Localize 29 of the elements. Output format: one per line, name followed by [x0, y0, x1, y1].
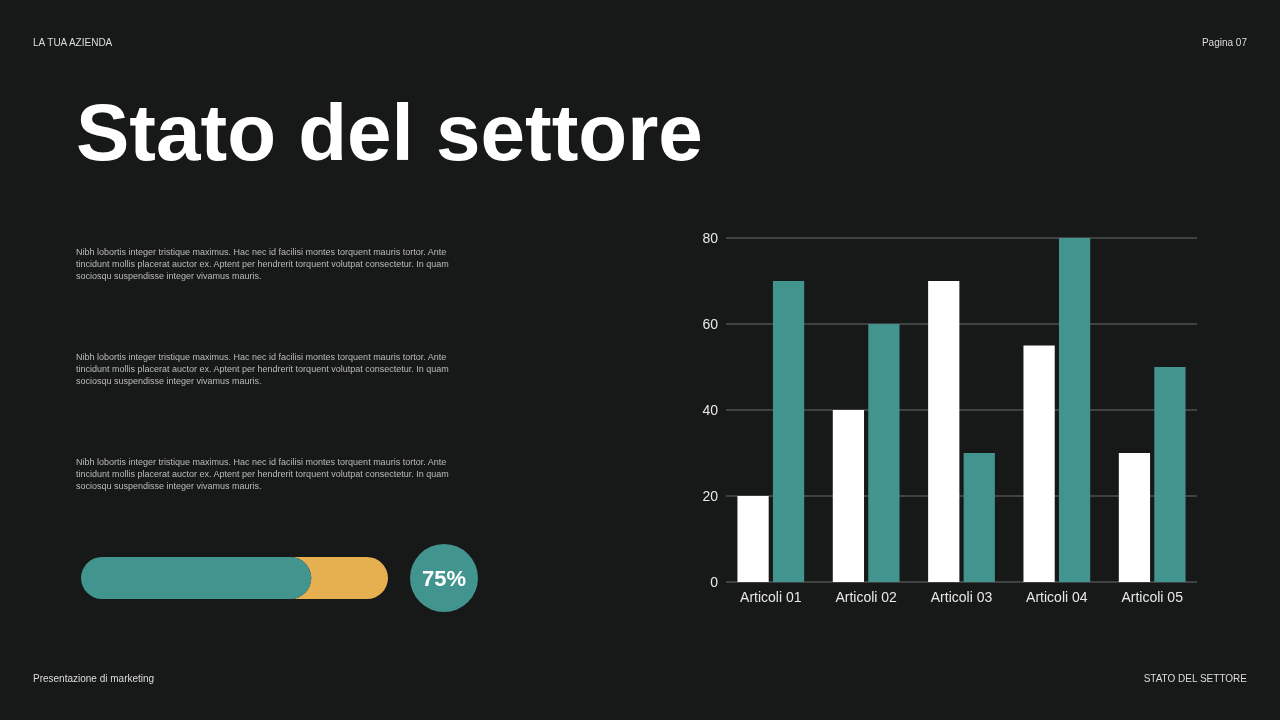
y-tick-label: 40: [702, 402, 719, 418]
y-tick-label: 80: [702, 230, 719, 246]
text: Pagina 07: [1201, 37, 1248, 48]
bar: [1023, 345, 1055, 582]
text: Nibh lobortis integer tristique maximus. Hac nec id facilisi montes torquent mauris tortor. Ante tincidunt mollis placerat auctor ex. Aptent per hendrerit torquent volutpat consectetur. In quam sociosqu suspendisse integer vivamus mauris.: [76, 352, 449, 386]
bar: [737, 496, 769, 582]
text: STATO DEL SETTORE: [1143, 673, 1248, 684]
data-label: 75%: [421, 566, 467, 591]
x-tick-label: Articoli 04: [1026, 589, 1088, 605]
y-tick-label: 0: [710, 574, 719, 590]
x-tick-label: Articoli 02: [835, 589, 898, 605]
text: LA TUA AZIENDA: [33, 37, 113, 48]
bar: [1154, 367, 1186, 582]
text: Nibh lobortis integer tristique maximus. Hac nec id facilisi montes torquent mauris tortor. Ante tincidunt mollis placerat auctor ex. Aptent per hendrerit torquent volutpat consectetur. In quam sociosqu suspendisse integer vivamus mauris.: [76, 247, 449, 281]
chart-title: Stato del settore: [76, 88, 703, 177]
bar: [928, 281, 960, 582]
bar: [1118, 453, 1151, 582]
bar: [868, 324, 900, 582]
x-tick-label: Articoli 05: [1121, 589, 1184, 605]
x-tick-label: Articoli 03: [930, 589, 993, 605]
text: Nibh lobortis integer tristique maximus. Hac nec id facilisi montes torquent mauris tortor. Ante tincidunt mollis placerat auctor ex. Aptent per hendrerit torquent volutpat consectetur. In quam sociosqu suspendisse integer vivamus mauris.: [76, 457, 449, 491]
bar: [1058, 238, 1091, 582]
bar: [963, 453, 995, 582]
bar: [772, 281, 805, 582]
y-tick-label: 60: [702, 316, 719, 332]
text: Presentazione di marketing: [33, 673, 155, 684]
y-tick-label: 20: [702, 488, 719, 504]
x-tick-label: Articoli 01: [740, 589, 802, 605]
bar: [832, 410, 865, 582]
